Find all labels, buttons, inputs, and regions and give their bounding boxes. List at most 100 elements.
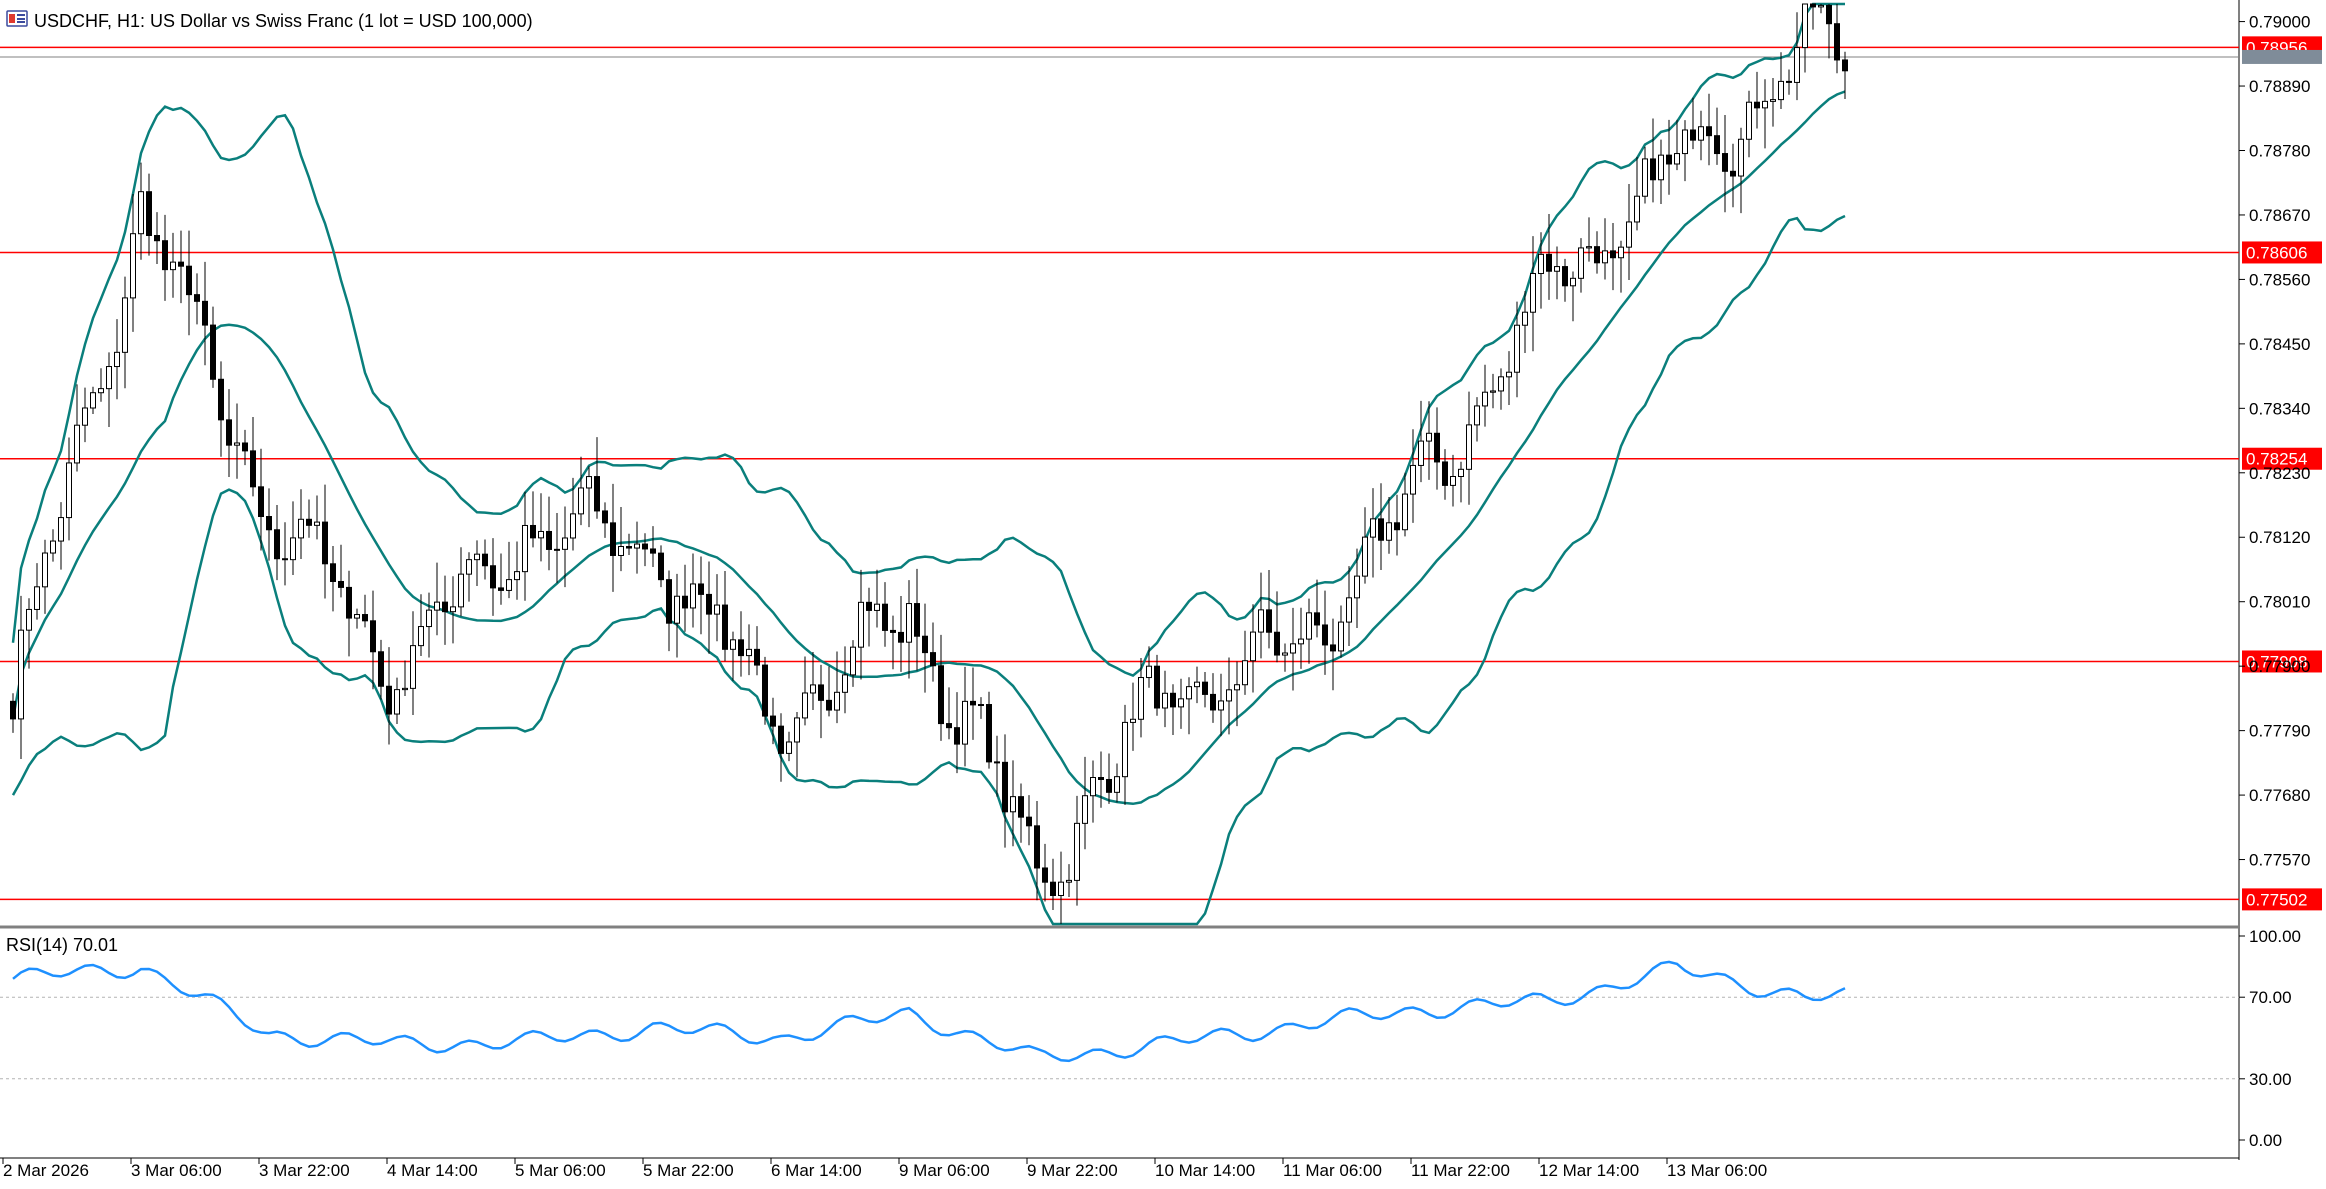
candle <box>130 194 136 332</box>
candle <box>1602 218 1608 280</box>
candle-body <box>530 524 536 539</box>
candle-body <box>322 521 328 565</box>
candle <box>1266 569 1272 649</box>
candle-body <box>410 645 416 689</box>
candle-body <box>730 639 736 650</box>
candle <box>1282 643 1288 672</box>
candle-body <box>1082 795 1088 824</box>
candle <box>1114 763 1120 803</box>
time-tick-label: 2 Mar 2026 <box>3 1161 89 1180</box>
candle-body <box>1242 660 1248 686</box>
candle-body <box>1034 825 1040 869</box>
candle <box>578 456 584 526</box>
candle <box>74 384 80 472</box>
candle-body <box>858 601 864 648</box>
candle-body <box>242 442 248 452</box>
candle-body <box>186 265 192 296</box>
candle-body <box>1074 822 1080 881</box>
candle <box>154 212 160 264</box>
candle-body <box>1722 153 1728 172</box>
candle <box>986 691 992 769</box>
candle <box>26 598 32 669</box>
price-tick-label: 0.78780 <box>2249 141 2310 160</box>
candle <box>1162 670 1168 728</box>
candle <box>570 477 576 551</box>
candle <box>754 626 760 676</box>
candle-body <box>1514 324 1520 373</box>
candle <box>1626 184 1632 281</box>
candle <box>218 361 224 457</box>
candle <box>1618 240 1624 293</box>
candle-body <box>682 595 688 609</box>
price-tick-label: 0.78010 <box>2249 593 2310 612</box>
candle <box>938 634 944 741</box>
candle-body <box>850 646 856 676</box>
candle <box>810 652 816 711</box>
candle <box>1466 391 1472 505</box>
candle-body <box>1322 624 1328 646</box>
candle <box>1050 858 1056 910</box>
candle <box>1402 472 1408 537</box>
candle <box>946 687 952 740</box>
candle <box>426 592 432 658</box>
time-tick-label: 9 Mar 22:00 <box>1027 1161 1118 1180</box>
candle <box>1170 684 1176 736</box>
candle-body <box>1138 677 1144 720</box>
time-tick-label: 5 Mar 06:00 <box>515 1161 606 1180</box>
candle-body <box>306 518 312 526</box>
candle-body <box>898 631 904 643</box>
candle <box>1450 454 1456 507</box>
candle-body <box>418 626 424 647</box>
candle <box>490 538 496 616</box>
candle <box>1522 291 1528 353</box>
candle <box>138 162 144 260</box>
level-tag <box>2242 888 2322 911</box>
candle <box>202 261 208 366</box>
candle <box>618 507 624 572</box>
candle-body <box>234 442 240 446</box>
candle <box>890 615 896 670</box>
candle-body <box>146 191 152 237</box>
candle <box>1234 661 1240 727</box>
bb-upper-line <box>11 2 1845 678</box>
time-tick-label: 13 Mar 06:00 <box>1667 1161 1767 1180</box>
candle-body <box>1562 266 1568 287</box>
level-tag-label: 0.77908 <box>2246 652 2307 671</box>
candle-body <box>1330 644 1336 652</box>
candle-body <box>1130 718 1136 723</box>
candle-body <box>1634 195 1640 223</box>
candle-body <box>714 604 720 615</box>
candle <box>1802 3 1808 73</box>
time-tick-label: 6 Mar 14:00 <box>771 1161 862 1180</box>
candle-body <box>138 191 144 235</box>
candle <box>306 499 312 538</box>
candle <box>1434 407 1440 490</box>
candle <box>522 491 528 601</box>
candle-body <box>178 261 184 267</box>
candle-body <box>402 687 408 691</box>
candle <box>1130 682 1136 751</box>
candle-body <box>1026 816 1032 827</box>
candle-body <box>346 586 352 619</box>
candle-body <box>1378 518 1384 541</box>
candle <box>402 660 408 697</box>
candle-body <box>794 717 800 743</box>
candle-body <box>266 516 272 531</box>
candle-body <box>1554 266 1560 272</box>
candle-body <box>1114 776 1120 793</box>
candle <box>450 576 456 644</box>
candle-body <box>1002 761 1008 813</box>
candle <box>1298 607 1304 669</box>
price-tick-label: 0.78560 <box>2249 270 2310 289</box>
candle-body <box>674 595 680 624</box>
candle <box>1082 756 1088 850</box>
candle <box>610 483 616 592</box>
candle <box>1306 598 1312 664</box>
candle <box>194 273 200 325</box>
candle-body <box>562 537 568 550</box>
candle-body <box>1122 721 1128 778</box>
candle-body <box>290 537 296 561</box>
candle-body <box>1186 686 1192 700</box>
candle-body <box>1178 698 1184 708</box>
